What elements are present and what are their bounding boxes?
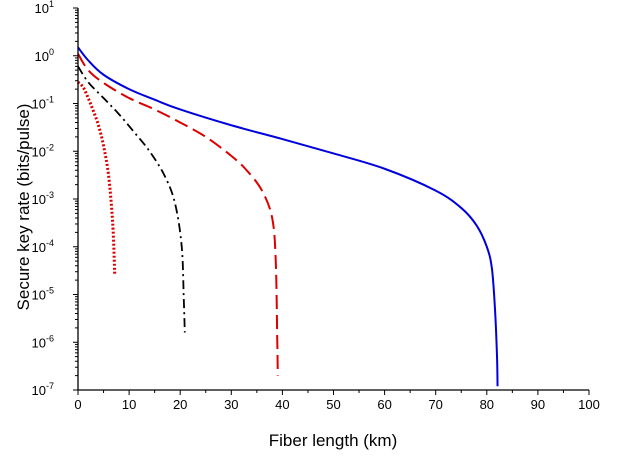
x-tick-label: 50 <box>326 397 340 412</box>
y-tick-label: 10-3 <box>32 190 54 207</box>
y-tick-label: 10-2 <box>32 142 54 159</box>
series-line-2 <box>77 53 279 376</box>
series-line-3 <box>77 65 186 333</box>
x-tick-label: 40 <box>275 397 289 412</box>
x-tick-label: 60 <box>377 397 391 412</box>
x-tick-label: 0 <box>74 397 81 412</box>
ticks-layer: 0 10 20 30 40 50 60 70 80 90 100 101 100 10-1 10-2 10-3… <box>32 0 600 412</box>
y-tick-label: 10-5 <box>32 286 54 303</box>
y-tick-label: 101 <box>35 0 54 16</box>
x-axis-title: Fiber length (km) <box>269 431 397 450</box>
y-tick-label: 10-4 <box>32 238 54 255</box>
y-tick-label: 10-1 <box>32 95 54 112</box>
x-tick-label: 20 <box>173 397 187 412</box>
axes-layer <box>77 8 589 391</box>
x-tick-label: 10 <box>122 397 136 412</box>
x-tick-label: 70 <box>428 397 442 412</box>
x-tick-label: 80 <box>480 397 494 412</box>
series-line-1 <box>77 46 499 387</box>
x-tick-label: 90 <box>531 397 545 412</box>
y-axis-title: Secure key rate (bits/pulse) <box>14 104 33 311</box>
x-tick-label: 30 <box>224 397 238 412</box>
x-tick-label: 100 <box>578 397 600 412</box>
y-tick-label: 10-6 <box>32 333 54 350</box>
y-tick-label: 100 <box>35 47 54 64</box>
y-tick-label: 10-7 <box>32 381 54 398</box>
series-layer <box>76 46 499 387</box>
series-line-4 <box>76 81 117 276</box>
